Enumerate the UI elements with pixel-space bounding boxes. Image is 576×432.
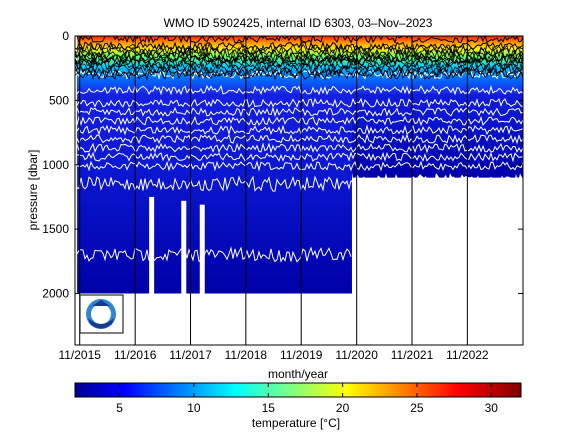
colorbar-label: temperature [°C]: [252, 416, 340, 430]
colorbar-tick-label: 20: [336, 401, 350, 415]
isotherm-minor: [75, 160, 523, 172]
isotherm-minor: [75, 115, 523, 127]
isotherm-minor: [75, 124, 523, 136]
x-tick-label: 11/2020: [335, 348, 378, 362]
profile-gap-0: [149, 196, 155, 295]
noaa-logo: [79, 294, 124, 334]
y-tick-label: 0: [62, 29, 69, 43]
colorbar-tick-label: 30: [485, 401, 499, 415]
x-tick-label: 11/2017: [169, 348, 212, 362]
x-axis: 11/2015 11/2016 11/2017 11/2018 11/2019 11/20…: [58, 36, 489, 362]
isotherm-minor: [75, 106, 523, 118]
shallow-profile-bottom-edge: [351, 164, 523, 345]
isotherm-minor: [75, 97, 523, 109]
colorbar-ticks: 5 10 15 20 25 30: [116, 383, 498, 415]
x-tick-label: 11/2016: [114, 348, 157, 362]
plot-area: [75, 36, 523, 345]
isotherm-upper: [75, 53, 523, 67]
y-tick-label: 1000: [42, 158, 69, 172]
deep-water-field-0: [77, 61, 352, 294]
isotherm-upper: [75, 48, 523, 61]
y-tick-label: 1500: [42, 222, 69, 236]
colorbar-tick-label: 15: [262, 401, 276, 415]
x-tick-label: 11/2021: [391, 348, 434, 362]
x-tick-label: 11/2022: [446, 348, 489, 362]
isotherm-30C: [75, 36, 523, 45]
isotherm-minor: [75, 151, 523, 163]
isotherm-upper: [75, 51, 523, 64]
colorbar-tick-label: 5: [116, 401, 123, 415]
plot-frame: [74, 35, 524, 346]
isotherm-10C: [75, 84, 523, 96]
isotherm-upper: [75, 68, 523, 81]
isotherm-upper: [75, 59, 523, 73]
x-tick-label: 11/2019: [280, 348, 323, 362]
isotherm-upper: [75, 62, 523, 75]
colorbar: [74, 382, 522, 398]
y-axis: 0 500 1000 1500 2000: [42, 29, 523, 301]
x-tick-label: 11/2015: [58, 348, 101, 362]
profile-gap-1: [181, 200, 187, 295]
isotherm-upper: [75, 65, 523, 78]
colorbar-tick-label: 25: [410, 401, 424, 415]
y-tick-label: 500: [49, 93, 69, 107]
profile-gap-2: [199, 204, 205, 295]
x-axis-label: month/year: [268, 367, 328, 381]
isotherm-minor: [75, 133, 523, 145]
isotherm-25C: [75, 40, 523, 53]
x-tick-label: 11/2018: [225, 348, 268, 362]
isotherm-20C: [75, 53, 523, 65]
colorbar-tick-label: 10: [187, 401, 201, 415]
y-axis-label: pressure [dbar]: [26, 150, 40, 231]
isotherm-minor: [75, 142, 523, 154]
chart-title: WMO ID 5902425, internal ID 6303, 03–Nov…: [164, 16, 433, 30]
isotherm-5C: [75, 175, 523, 192]
isotherm-3C: [75, 246, 352, 263]
y-tick-label: 2000: [42, 287, 69, 301]
